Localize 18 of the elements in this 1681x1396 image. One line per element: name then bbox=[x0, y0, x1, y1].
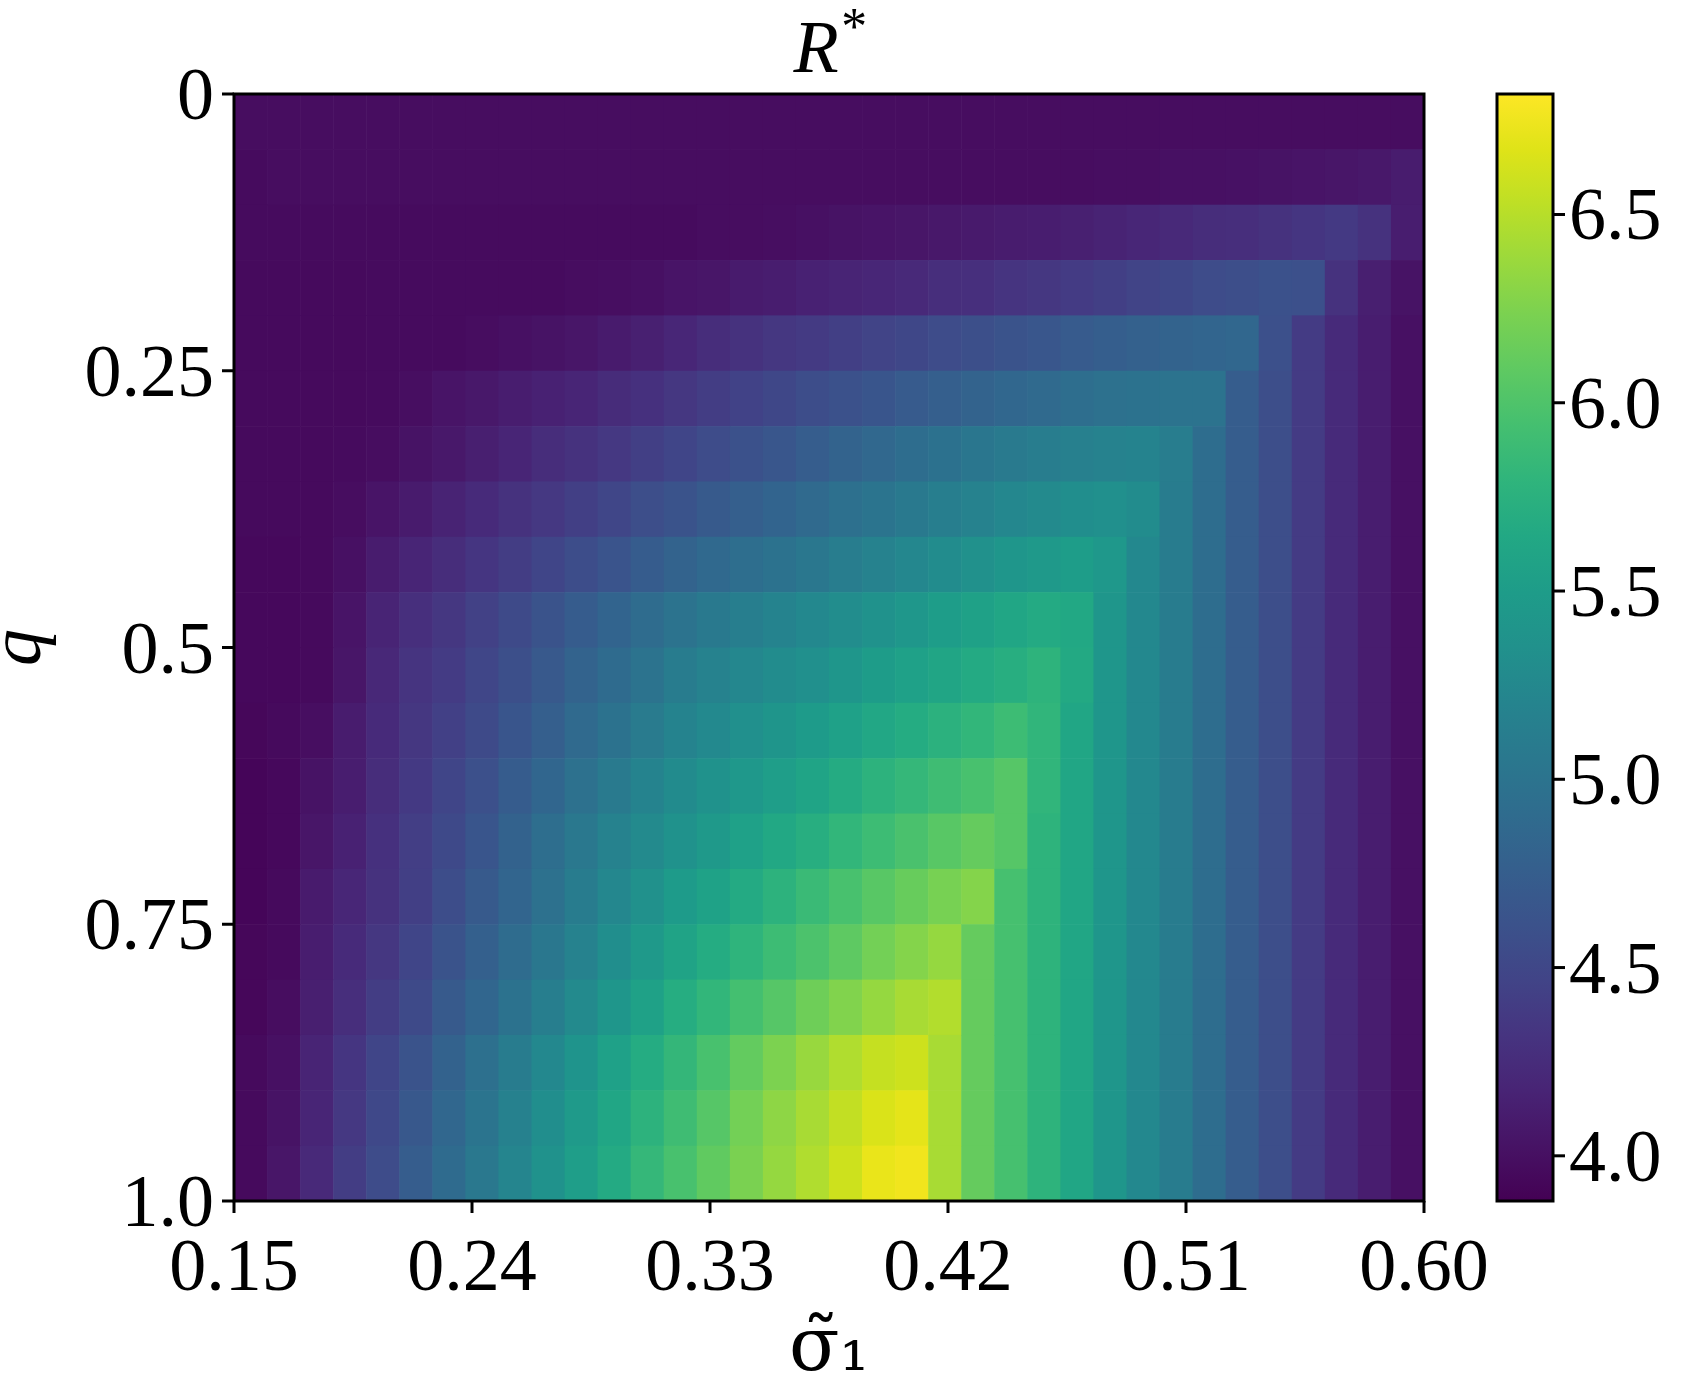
color-bar-label: 4.0 bbox=[1569, 1114, 1662, 1197]
x-axis-title: σ̃₁ bbox=[788, 1301, 870, 1387]
color-bar-label: 5.5 bbox=[1569, 550, 1662, 633]
y-axis-title: q bbox=[0, 629, 56, 666]
x-tick-label: 0.24 bbox=[407, 1224, 537, 1306]
color-bar-label: 4.5 bbox=[1569, 926, 1662, 1009]
y-tick-label: 0.5 bbox=[121, 606, 214, 689]
x-tick-label: 0.33 bbox=[645, 1224, 775, 1306]
color-bar-label: 6.5 bbox=[1569, 173, 1662, 256]
color-bar-label: 5.0 bbox=[1569, 738, 1662, 821]
x-tick-label: 0.51 bbox=[1121, 1224, 1251, 1306]
x-tick-label: 0.42 bbox=[883, 1224, 1013, 1306]
chart-title: R$^{*}$ bbox=[792, 0, 865, 88]
x-tick-label: 0.60 bbox=[1359, 1224, 1489, 1306]
y-tick-label: 0.25 bbox=[84, 329, 214, 412]
y-tick-label: 0 bbox=[177, 53, 214, 135]
y-tick-label: 0.75 bbox=[84, 883, 214, 966]
color-bar-label: 6.0 bbox=[1569, 361, 1662, 444]
